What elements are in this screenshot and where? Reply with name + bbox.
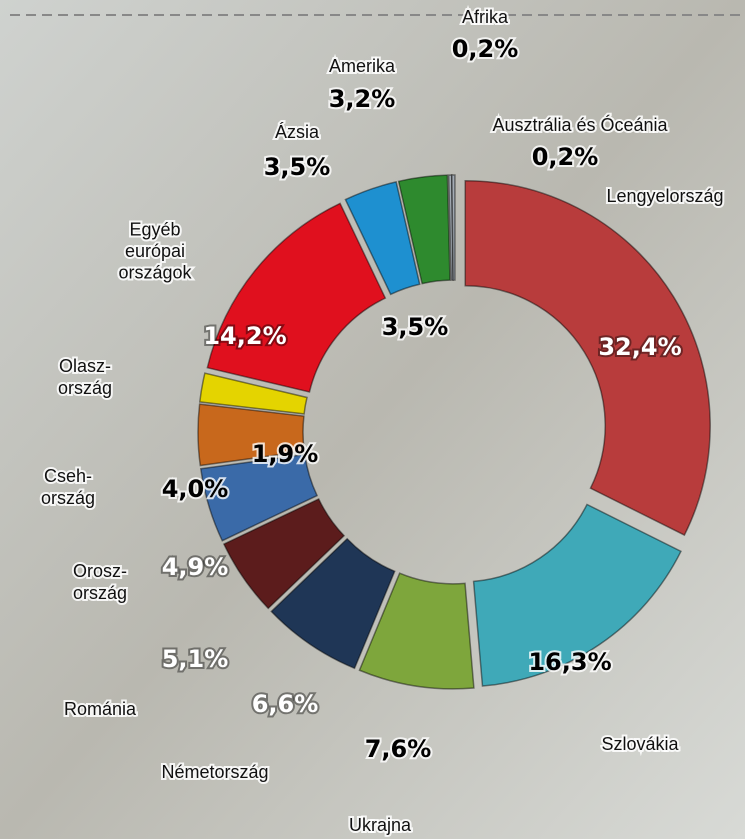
category-label: Lengyelország (606, 186, 723, 206)
category-label: Németország (161, 762, 268, 782)
value-label: 4,9% (162, 553, 229, 581)
chart: Lengyelország 32,4% Szlovákia 16,3% Ukrajna 7… (0, 0, 745, 839)
value-label: 7,6% (365, 735, 432, 763)
category-label: Ukrajna (349, 815, 412, 835)
value-label: 0,2% (532, 143, 599, 171)
value-label: 16,3% (528, 648, 611, 676)
category-label: Ausztrália és Óceánia (492, 114, 668, 135)
category-label: Cseh-ország (41, 466, 95, 508)
value-label: 3,5% (264, 153, 331, 181)
value-label: 32,4% (598, 333, 681, 361)
category-label: Orosz-ország (73, 561, 127, 603)
value-label: 14,2% (203, 322, 286, 350)
category-label: Szlovákia (601, 734, 679, 754)
value-label: 5,1% (162, 645, 229, 673)
category-label: Románia (64, 699, 137, 719)
category-label: Olasz-ország (58, 356, 112, 398)
category-label: Amerika (329, 56, 396, 76)
category-label: Ázsia (275, 122, 320, 142)
donut-segment (452, 175, 455, 280)
value-label: 3,2% (329, 85, 396, 113)
value-label: 1,9% (252, 440, 319, 468)
value-label: 6,6% (252, 690, 319, 718)
value-label: 4,0% (162, 475, 229, 503)
annotation: 3,5% (382, 313, 449, 341)
value-label: 0,2% (452, 35, 519, 63)
category-label: Afrika (462, 7, 509, 27)
